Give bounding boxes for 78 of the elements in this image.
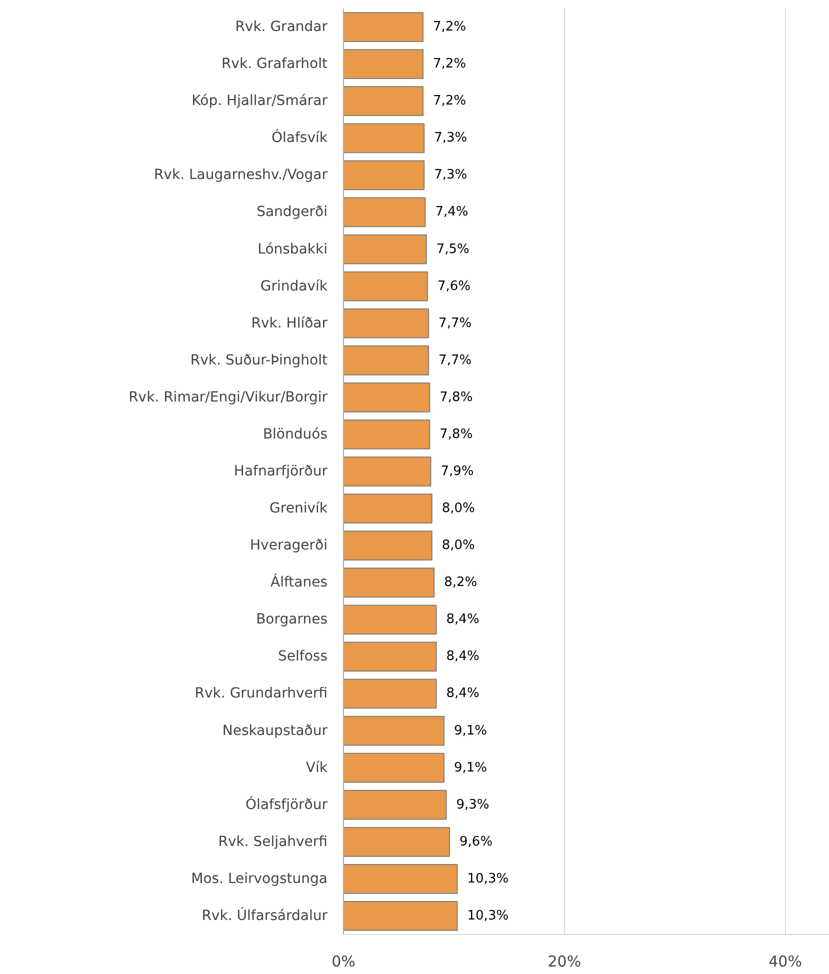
y-tick-label: Lónsbakki	[258, 241, 328, 258]
bar	[344, 420, 430, 450]
y-tick-label: Rvk. Suður-Þingholt	[190, 352, 328, 368]
data-label: 8,4%	[446, 649, 480, 664]
bar	[344, 345, 430, 376]
y-tick-label: Rvk. Hlíðar	[251, 315, 328, 332]
bar	[344, 123, 425, 154]
data-label: 7,3%	[434, 130, 468, 146]
data-label: 7,3%	[434, 168, 468, 183]
bar	[344, 568, 435, 598]
bar	[344, 234, 427, 264]
x-tick-label: 20%	[548, 952, 582, 970]
bar	[344, 752, 445, 783]
y-tick-label: Rvk. Rimar/Engi/Vikur/Borgir	[128, 389, 328, 406]
bar	[344, 530, 432, 561]
y-tick-label: Ólafsvík	[272, 129, 328, 146]
bar	[344, 382, 430, 412]
y-tick-label: Rvk. Grandar	[235, 19, 328, 36]
bar	[344, 494, 432, 524]
data-label: 7,7%	[438, 316, 472, 331]
y-tick-label: Neskaupstaður	[222, 722, 328, 739]
y-tick-label: Vík	[306, 760, 328, 776]
data-label: 9,6%	[460, 834, 493, 850]
y-tick-label: Selfoss	[278, 648, 328, 665]
bar	[344, 604, 437, 635]
data-label: 10,3%	[467, 908, 509, 924]
y-tick-label: Rvk. Laugarneshv./Vogar	[154, 167, 328, 184]
data-label: 9,1%	[454, 723, 488, 738]
y-tick-label: Rvk. Grafarholt	[221, 56, 328, 72]
y-tick-label: Ólafsfjörður	[245, 796, 328, 813]
data-label: 7,5%	[436, 242, 470, 257]
data-label: 7,7%	[438, 352, 472, 368]
y-tick-label: Hafnarfjörður	[234, 464, 328, 480]
bar	[344, 678, 437, 709]
data-label: 9,1%	[454, 760, 488, 776]
bar	[344, 86, 424, 116]
bar	[344, 826, 450, 857]
data-label: 7,9%	[440, 464, 474, 479]
data-label: 7,8%	[440, 390, 473, 405]
bar	[344, 49, 424, 80]
y-tick-label: Blönduós	[262, 426, 328, 442]
data-label: 9,3%	[456, 797, 490, 812]
bar	[344, 308, 430, 338]
x-tick-label: 0%	[332, 952, 356, 970]
data-label: 8,0%	[442, 501, 475, 516]
data-label: 7,2%	[433, 20, 466, 35]
data-label: 8,4%	[446, 612, 480, 628]
y-tick-label: Sandgerði	[256, 204, 328, 220]
y-tick-label: Álftanes	[270, 574, 328, 591]
data-label: 8,0%	[442, 538, 475, 554]
data-label: 8,4%	[446, 686, 480, 702]
data-label: 7,4%	[435, 204, 468, 220]
y-tick-label: Rvk. Seljahverfi	[218, 834, 328, 850]
x-tick-label: 40%	[768, 952, 802, 970]
y-tick-label: Grindavík	[260, 278, 328, 294]
y-tick-label: Rvk. Úlfarsárdalur	[202, 906, 328, 924]
data-label: 7,8%	[440, 426, 473, 442]
y-tick-label: Grenivík	[270, 500, 328, 517]
y-tick-label: Rvk. Grundarhverfi	[194, 686, 328, 702]
bar	[344, 901, 458, 931]
data-label: 8,2%	[444, 575, 478, 590]
bar	[344, 12, 424, 42]
y-tick-label: Kóp. Hjallar/Smárar	[192, 93, 328, 110]
bar	[344, 790, 447, 820]
bar	[344, 456, 432, 486]
bar	[344, 271, 428, 302]
data-label: 7,2%	[433, 94, 466, 109]
data-label: 7,6%	[437, 278, 470, 294]
bar	[344, 642, 437, 672]
bar	[344, 716, 445, 746]
bar	[344, 197, 426, 228]
data-label: 7,2%	[433, 56, 466, 72]
bar	[344, 160, 425, 190]
bar	[344, 864, 458, 894]
y-tick-label: Mos. Leirvogstunga	[191, 870, 328, 887]
y-tick-label: Hveragerði	[250, 538, 328, 554]
data-label: 10,3%	[467, 871, 509, 886]
y-tick-label: Borgarnes	[256, 612, 328, 628]
